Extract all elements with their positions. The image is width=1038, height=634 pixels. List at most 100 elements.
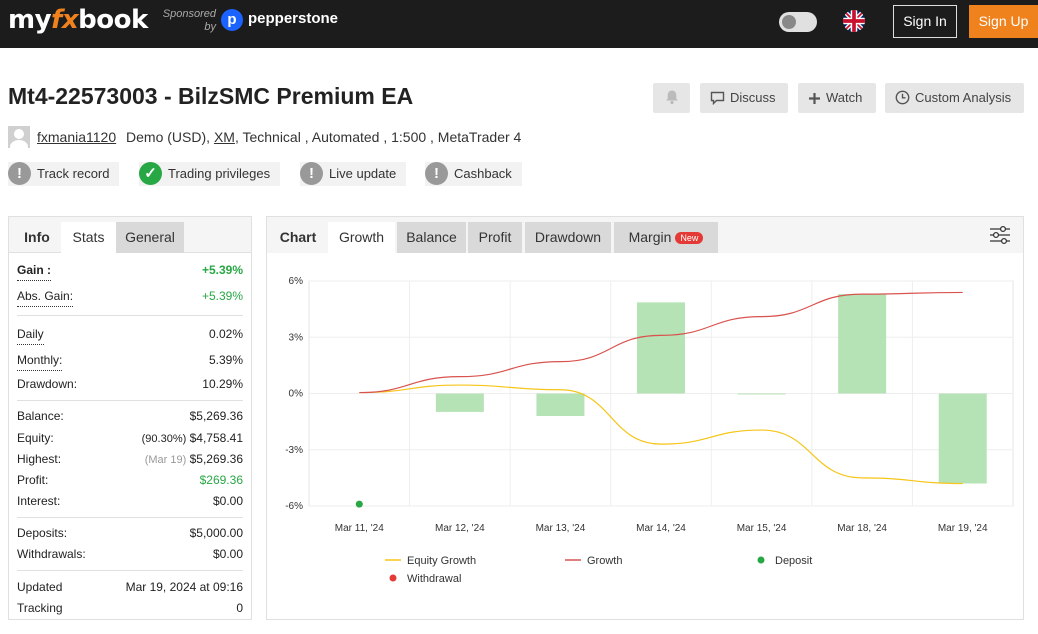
stat-label: Updated xyxy=(17,580,63,594)
stat-label: Tracking xyxy=(17,601,63,615)
y-tick-label: 0% xyxy=(289,389,304,400)
stat-label: Highest: xyxy=(17,452,62,466)
account-type: Demo (USD), xyxy=(126,129,211,145)
legend-label: Growth xyxy=(587,555,622,567)
bar xyxy=(838,294,887,394)
legend-label: Withdrawal xyxy=(407,573,461,585)
divider xyxy=(17,400,243,401)
equity-percent: (90.30%) xyxy=(141,433,187,445)
stat-deposits: Deposits: $5,000.00 xyxy=(17,523,243,543)
stat-label: Withdrawals: xyxy=(17,547,86,561)
stat-value: $5,269.36 xyxy=(189,409,243,423)
stat-value: $0.00 xyxy=(212,547,243,561)
stat-label: Drawdown: xyxy=(17,377,78,391)
sponsored-label: Sponsored by xyxy=(162,8,216,34)
info-panel: Info Stats General Gain : +5.39% Abs. Gai… xyxy=(8,216,252,620)
custom-analysis-label: Custom Analysis xyxy=(915,90,1012,105)
custom-analysis-button[interactable]: Custom Analysis xyxy=(885,83,1024,113)
badge-track-record[interactable]: ! Track record xyxy=(8,162,120,186)
check-icon: ✓ xyxy=(139,162,162,185)
data-point xyxy=(355,500,363,508)
stat-value: 0 xyxy=(236,601,243,615)
stat-label: Interest: xyxy=(17,494,61,508)
owner-link[interactable]: fxmania1120 xyxy=(37,129,117,145)
badge-live-update[interactable]: ! Live update xyxy=(300,162,407,186)
top-navbar: myfxbook Sponsored by p pepperstone Sign … xyxy=(0,0,1038,48)
stat-label[interactable]: Monthly: xyxy=(17,350,63,371)
stat-updated: Updated Mar 19, 2024 at 09:16 xyxy=(17,577,243,597)
watch-label: Watch xyxy=(826,90,863,105)
divider xyxy=(17,315,243,316)
tab-info[interactable]: Info xyxy=(24,229,50,245)
legend-label: Deposit xyxy=(775,555,812,567)
legend-dot-marker xyxy=(389,574,397,582)
x-tick-label: Mar 18, '24 xyxy=(837,523,887,534)
stat-abs-gain: Abs. Gain: +5.39% xyxy=(17,286,243,307)
info-tabs: Info Stats General xyxy=(9,217,251,253)
stat-value: $5,269.36 xyxy=(189,452,243,466)
exclamation-icon: ! xyxy=(425,162,448,185)
stat-daily: Daily 0.02% xyxy=(17,324,243,345)
tab-drawdown[interactable]: Drawdown xyxy=(525,222,611,253)
legend-dot-marker xyxy=(757,556,765,564)
stat-value: $4,758.41 xyxy=(189,431,243,445)
stat-label[interactable]: Daily xyxy=(17,324,44,345)
exclamation-icon: ! xyxy=(300,162,323,185)
account-details: , Technical , Automated , 1:500 , MetaTr… xyxy=(234,129,522,145)
divider xyxy=(17,517,243,518)
chart-panel: Chart Growth Balance Profit Drawdown Mar… xyxy=(266,216,1024,620)
tab-margin[interactable]: Margin New xyxy=(614,222,718,253)
series-line xyxy=(359,291,963,394)
tab-balance[interactable]: Balance xyxy=(397,222,466,253)
highest-date: (Mar 19) xyxy=(144,454,187,466)
stat-profit: Profit: $269.36 xyxy=(17,470,243,490)
badge-trading-privileges[interactable]: ✓ Trading privileges xyxy=(139,162,281,186)
logo-part-my: my xyxy=(8,5,52,35)
y-tick-label: -3% xyxy=(285,445,303,456)
stat-interest: Interest: $0.00 xyxy=(17,491,243,511)
comment-icon xyxy=(710,91,725,106)
watch-button[interactable]: Watch xyxy=(798,83,876,113)
theme-toggle[interactable] xyxy=(779,12,817,32)
stat-value: $5,000.00 xyxy=(189,526,243,540)
bar xyxy=(637,302,685,394)
x-tick-label: Mar 11, '24 xyxy=(335,523,384,534)
badge-label: Live update xyxy=(329,166,397,181)
x-tick-label: Mar 14, '24 xyxy=(636,523,686,534)
tab-profit[interactable]: Profit xyxy=(468,222,522,253)
logo-part-fx: fx xyxy=(51,5,79,35)
bar xyxy=(536,393,585,416)
page-title: Mt4-22573003 - BilzSMC Premium EA xyxy=(8,83,414,109)
y-tick-label: -6% xyxy=(285,501,303,512)
stat-label[interactable]: Abs. Gain: xyxy=(17,286,74,307)
y-tick-label: 3% xyxy=(289,332,304,343)
stat-label[interactable]: Gain : xyxy=(17,260,52,281)
stat-withdrawals: Withdrawals: $0.00 xyxy=(17,544,243,564)
tab-growth[interactable]: Growth xyxy=(328,222,395,253)
toggle-knob xyxy=(782,15,796,29)
user-avatar-icon[interactable] xyxy=(8,126,30,148)
discuss-button[interactable]: Discuss xyxy=(700,83,788,113)
chart-settings-icon[interactable] xyxy=(989,225,1011,245)
badge-cashback[interactable]: ! Cashback xyxy=(425,162,522,186)
tab-stats[interactable]: Stats xyxy=(61,222,116,253)
stat-value: +5.39% xyxy=(201,263,243,277)
tab-margin-label: Margin xyxy=(628,229,672,245)
sign-in-button[interactable]: Sign In xyxy=(893,5,957,38)
bar xyxy=(938,393,987,484)
growth-chart[interactable]: 6% 3% 0% -3% -6% Mar 11, '24 Mar 12, '24 Mar 13… xyxy=(267,257,1023,617)
sign-up-button[interactable]: Sign Up xyxy=(969,5,1038,38)
notify-button[interactable] xyxy=(653,83,690,113)
y-tick-label: 6% xyxy=(289,276,304,287)
tab-general[interactable]: General xyxy=(116,222,184,253)
broker-link[interactable]: XM xyxy=(213,129,235,145)
stat-value: +5.39% xyxy=(201,289,243,303)
discuss-label: Discuss xyxy=(730,90,776,105)
uk-flag-icon[interactable] xyxy=(843,10,865,32)
pepperstone-logo-icon[interactable]: p xyxy=(221,9,243,31)
badge-label: Track record xyxy=(37,166,110,181)
myfxbook-logo[interactable]: myfxbook xyxy=(8,5,148,35)
pepperstone-name[interactable]: pepperstone xyxy=(248,10,339,27)
stat-label: Profit: xyxy=(17,473,49,487)
legend-label: Equity Growth xyxy=(407,555,476,567)
